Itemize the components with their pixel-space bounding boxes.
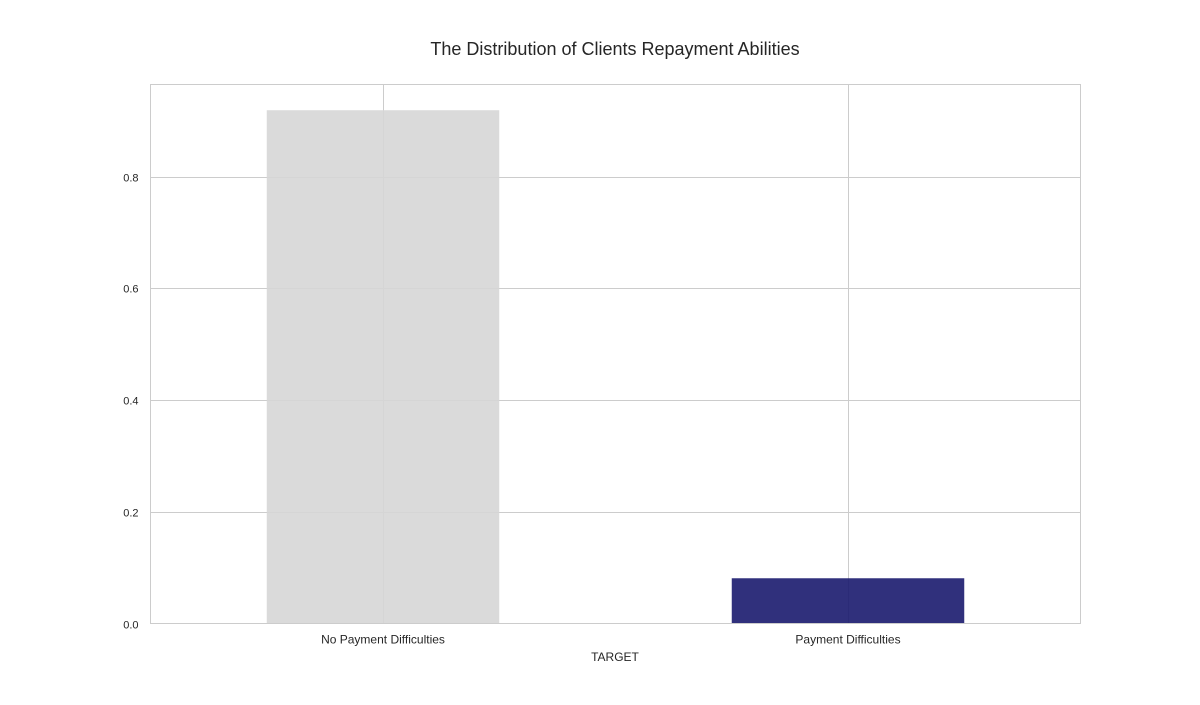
plot-frame bbox=[150, 84, 1081, 624]
x-axis-ticks: No Payment Difficulties Payment Difficult… bbox=[321, 633, 900, 647]
bar-payment-difficulties bbox=[731, 578, 965, 624]
y-tick-label: 0.4 bbox=[123, 396, 138, 408]
chart-title: The Distribution of Clients Repayment Ab… bbox=[430, 39, 799, 59]
y-tick-label: 0.6 bbox=[123, 284, 138, 296]
y-tick-label: 0.2 bbox=[123, 508, 138, 520]
y-tick-label: 0.0 bbox=[123, 620, 138, 632]
x-tick-label: No Payment Difficulties bbox=[321, 633, 445, 647]
y-tick-label: 0.8 bbox=[123, 173, 138, 185]
bar-no-payment-difficulties bbox=[266, 110, 500, 624]
bars-layer bbox=[266, 110, 965, 624]
y-axis-ticks: 0.0 0.2 0.4 0.6 0.8 bbox=[123, 173, 138, 632]
x-tick-label: Payment Difficulties bbox=[795, 633, 900, 647]
x-axis-label: TARGET bbox=[591, 650, 639, 664]
